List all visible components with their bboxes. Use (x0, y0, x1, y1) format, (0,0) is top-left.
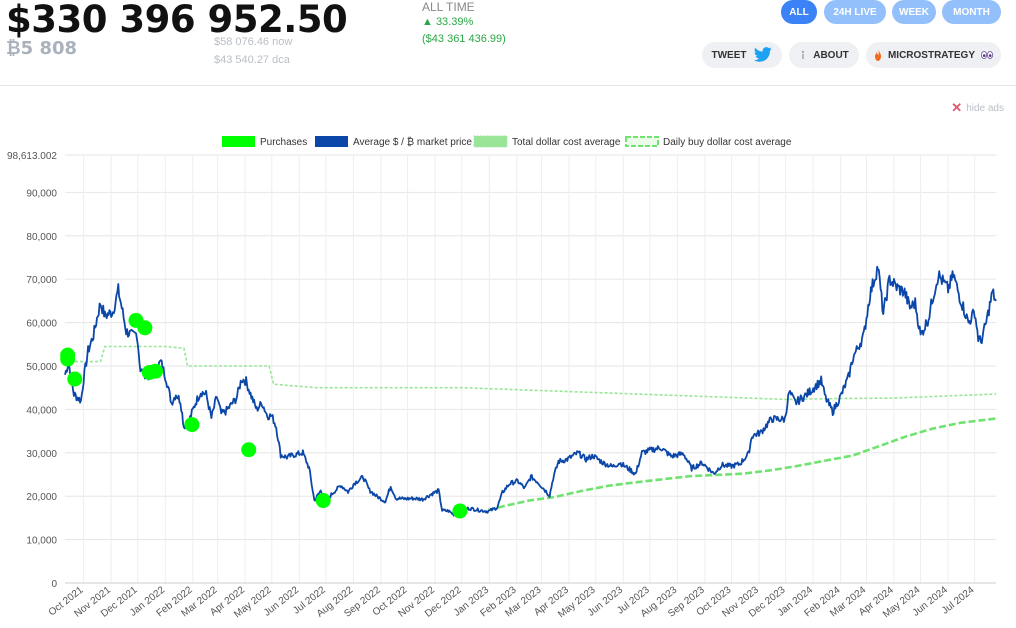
purchase-point (137, 320, 153, 336)
legend-swatch-daily-dca (625, 136, 659, 147)
range-all-button[interactable]: ALL (781, 0, 817, 24)
daily-dca-line (487, 417, 997, 512)
legend-label: Daily buy dollar cost average (663, 137, 792, 148)
btc-amount: ₿5 808 (6, 38, 78, 59)
gridlines (65, 154, 996, 584)
y-tick-label: 40,000 (26, 405, 57, 416)
about-button[interactable]: ABOUT (789, 42, 859, 68)
tweet-label: TWEET (711, 49, 747, 61)
legend-swatch-purchases (222, 136, 255, 147)
purchase-point (241, 442, 257, 458)
market-price-line (64, 265, 997, 517)
purchase-points (60, 312, 468, 519)
range-month-button[interactable]: MONTH (942, 0, 1001, 24)
y-tick-top: 98,613.002 (7, 151, 57, 162)
y-tick-label: 10,000 (26, 536, 57, 547)
legend: Purchases Average $ / ₿ market price Total… (222, 135, 792, 148)
y-tick-label: 60,000 (26, 319, 57, 330)
range-week-button[interactable]: WEEK (892, 0, 936, 24)
about-label: ABOUT (813, 49, 849, 61)
purchase-point (184, 417, 200, 433)
y-tick-label: 70,000 (26, 275, 57, 286)
hide-ads-label: hide ads (966, 102, 1004, 114)
legend-label: Total dollar cost average (512, 137, 621, 148)
twitter-bird-icon (753, 47, 773, 63)
price-now: $58 076.46 now (214, 36, 293, 48)
header: $330 396 952.50 ₿5 808 $58 076.46 now $4… (0, 0, 1016, 86)
y-tick-label: 90,000 (26, 188, 57, 199)
purchase-point (148, 363, 164, 379)
y-tick-label: 80,000 (26, 232, 57, 243)
alltime-usd: ($43 361 436.99) (422, 33, 506, 45)
microstrategy-button[interactable]: MICROSTRATEGY (866, 42, 1001, 68)
purchase-point (452, 503, 468, 519)
eyes-icon (981, 51, 994, 59)
price-dca: $43 540.27 dca (214, 54, 290, 66)
y-tick-label: 20,000 (26, 492, 57, 503)
alltime-percent: ▲ 33.39% (422, 16, 474, 28)
purchase-point (67, 371, 83, 387)
info-icon (799, 50, 807, 60)
hide-ads-link[interactable]: ✕ hide ads (951, 100, 1004, 116)
y-tick-label: 30,000 (26, 449, 57, 460)
fire-icon (874, 49, 882, 61)
microstrategy-label: MICROSTRATEGY (887, 49, 976, 61)
total-value: $330 396 952.50 (6, 0, 348, 41)
total-dca-line (65, 345, 997, 401)
price-chart: 98,613.002 0 10,000 20,000 30,000 40,000 50,00… (7, 135, 997, 620)
purchase-point (60, 351, 76, 367)
tweet-button[interactable]: TWEET (702, 42, 782, 68)
legend-swatch-total-dca (473, 135, 508, 148)
close-icon: ✕ (951, 100, 963, 115)
y-tick-label: 50,000 (26, 362, 57, 373)
legend-label: Average $ / ₿ market price (353, 136, 472, 148)
y-tick-label: 0 (51, 579, 57, 590)
legend-swatch-market (315, 136, 348, 147)
legend-label: Purchases (260, 137, 307, 148)
alltime-label: ALL TIME (422, 0, 475, 14)
range-24h-button[interactable]: 24H LIVE (824, 0, 886, 24)
purchase-point (315, 493, 331, 509)
